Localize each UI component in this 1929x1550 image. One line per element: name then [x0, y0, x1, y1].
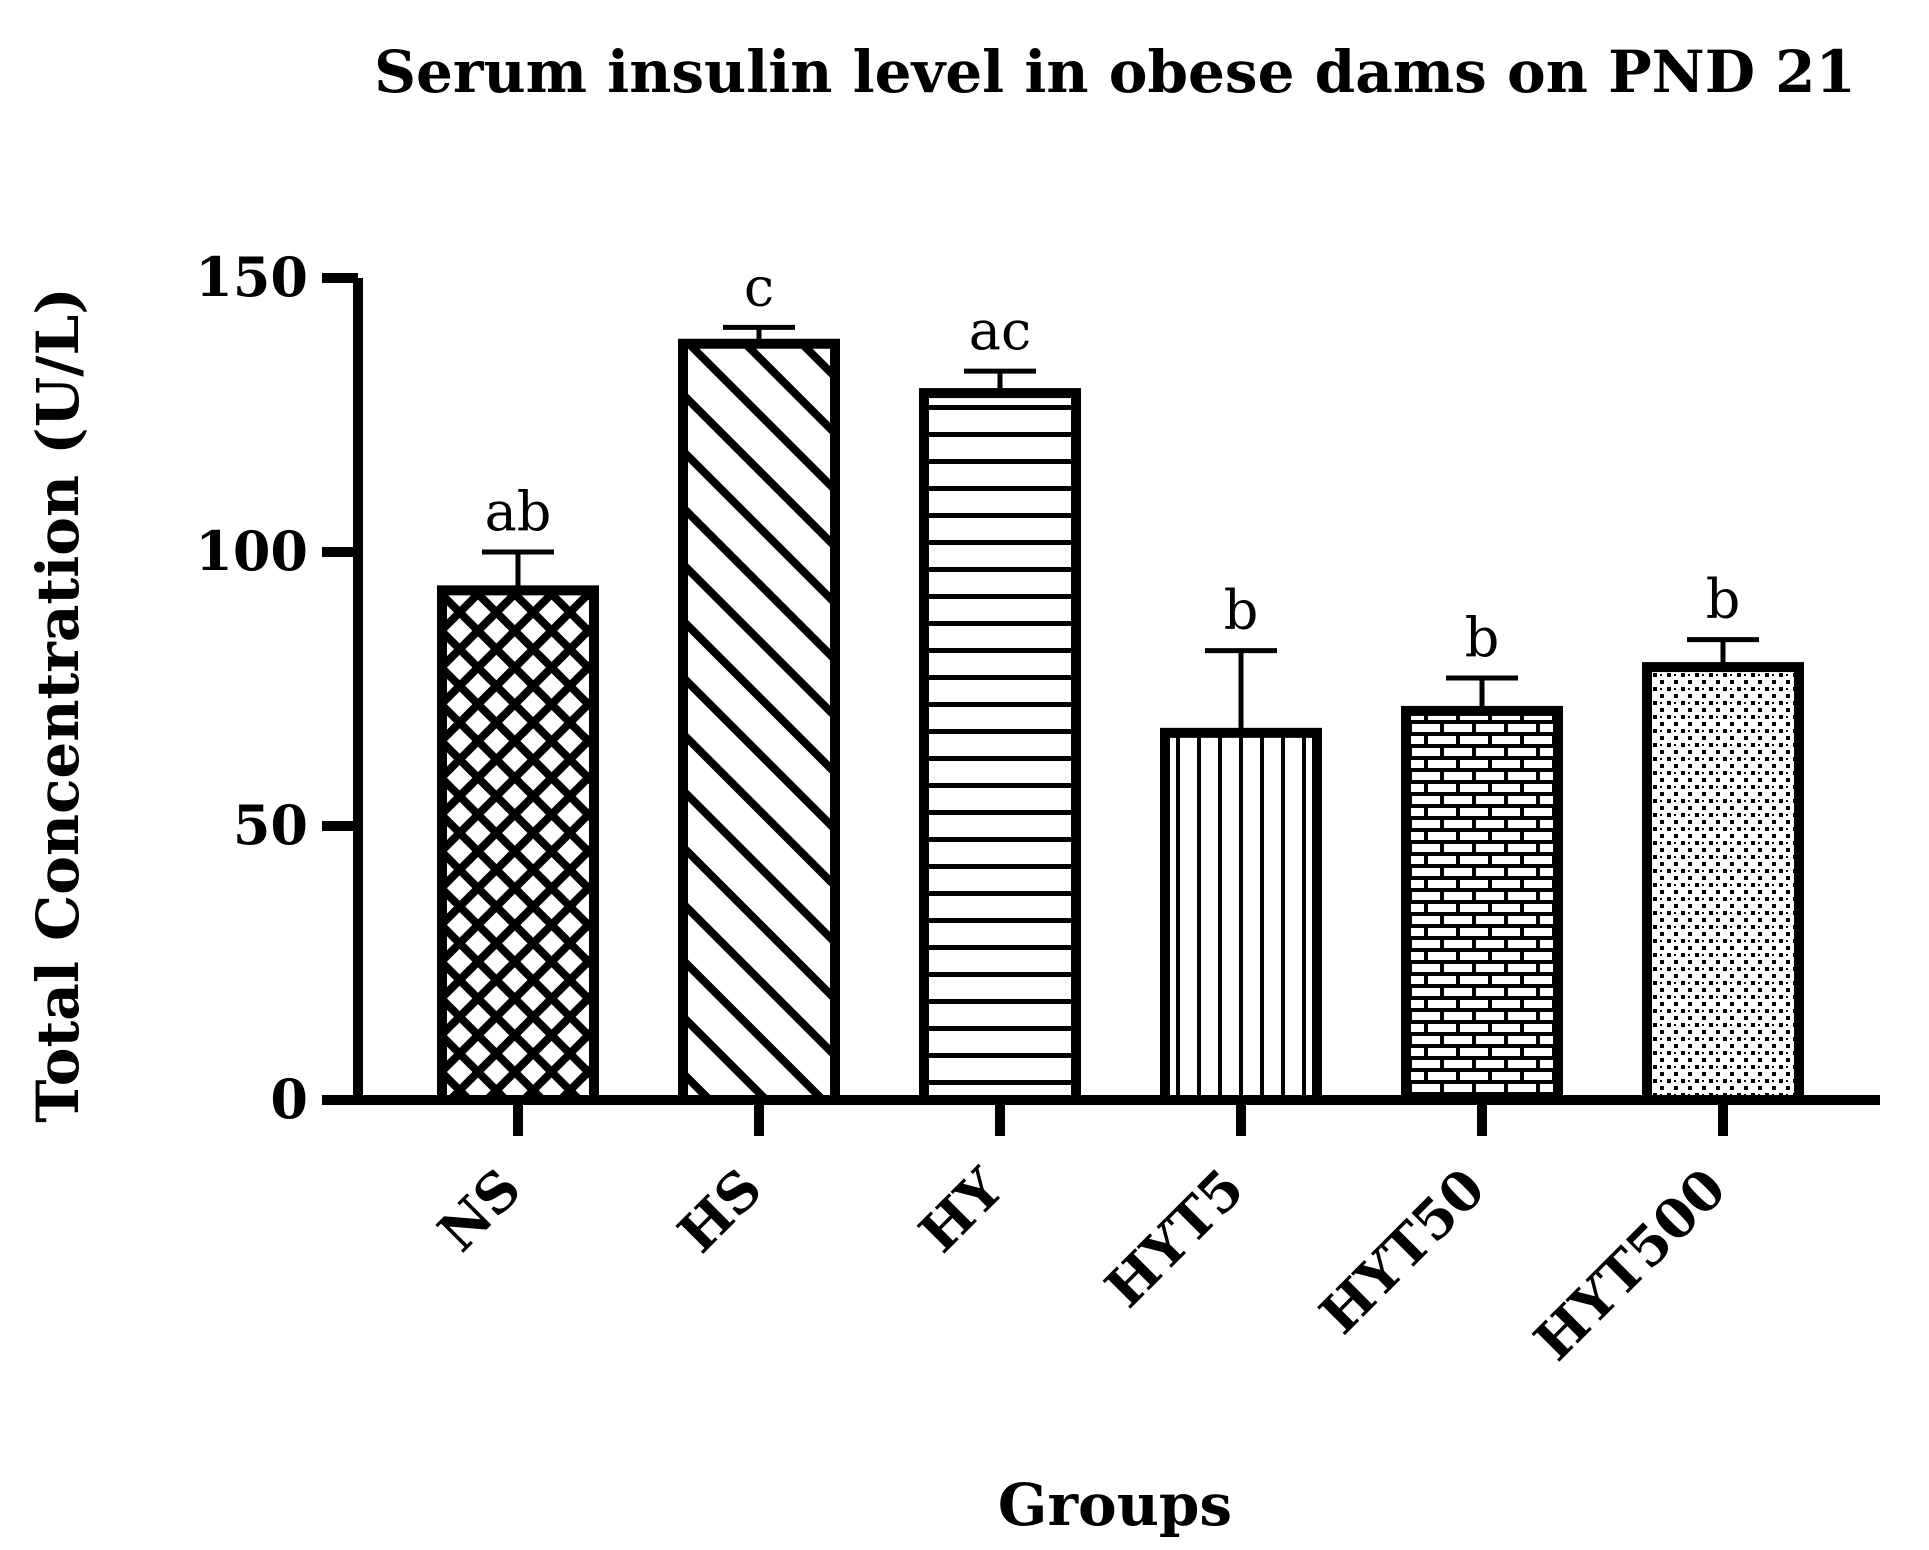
significance-label-hy: ac — [969, 299, 1031, 362]
significance-label-hyt50: b — [1465, 606, 1500, 669]
y-tick-label-50: 50 — [233, 793, 308, 857]
significance-label-ns: ab — [485, 480, 552, 543]
x-tick-label-hyt500: HYT500 — [1521, 1156, 1738, 1373]
significance-label-hs: c — [744, 255, 774, 318]
x-tick-label-ns: NS — [425, 1156, 533, 1264]
x-tick-label-hyt50: HYT50 — [1307, 1156, 1497, 1346]
x-tick-label-hyt5: HYT5 — [1093, 1156, 1257, 1320]
bar-ns — [437, 585, 599, 1105]
y-axis-label: Total Concentration (U/L) — [24, 287, 92, 1122]
significance-label-hyt5: b — [1224, 579, 1259, 642]
bar-hyt5 — [1160, 727, 1322, 1106]
significance-label-hyt500: b — [1706, 568, 1741, 631]
bar-hs — [678, 338, 840, 1105]
bar-hyt500 — [1642, 662, 1804, 1106]
x-tick-label-hs: HS — [665, 1156, 774, 1265]
y-tick-label-0: 0 — [270, 1067, 308, 1131]
chart-title: Serum insulin level in obese dams on PND… — [374, 38, 1856, 106]
x-axis-label: Groups — [998, 1471, 1232, 1539]
x-tick-label-hy: HY — [907, 1155, 1017, 1265]
bar-hyt50 — [1401, 705, 1563, 1105]
bar-hy — [919, 388, 1081, 1105]
y-tick-label-100: 100 — [195, 519, 308, 583]
y-tick-label-150: 150 — [195, 245, 308, 309]
